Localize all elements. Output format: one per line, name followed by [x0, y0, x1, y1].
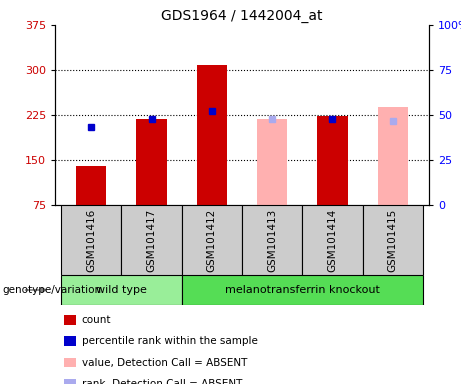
Bar — [182, 275, 423, 305]
Bar — [378, 107, 408, 205]
Text: rank, Detection Call = ABSENT: rank, Detection Call = ABSENT — [82, 379, 242, 384]
Bar — [257, 119, 287, 205]
Bar — [363, 205, 423, 275]
Bar — [121, 205, 182, 275]
Bar — [64, 379, 76, 384]
Bar — [136, 119, 166, 205]
Text: GSM101413: GSM101413 — [267, 209, 277, 271]
Bar — [76, 166, 106, 205]
Bar — [197, 65, 227, 205]
Bar — [64, 358, 76, 367]
Bar — [242, 205, 302, 275]
Text: value, Detection Call = ABSENT: value, Detection Call = ABSENT — [82, 358, 247, 367]
Bar — [61, 205, 121, 275]
Text: wild type: wild type — [96, 285, 147, 295]
Text: GSM101416: GSM101416 — [86, 209, 96, 271]
Text: melanotransferrin knockout: melanotransferrin knockout — [225, 285, 380, 295]
Text: GSM101412: GSM101412 — [207, 209, 217, 271]
Bar — [182, 205, 242, 275]
Text: GSM101417: GSM101417 — [147, 209, 157, 271]
Bar — [318, 116, 348, 205]
Text: GSM101415: GSM101415 — [388, 209, 398, 271]
Text: percentile rank within the sample: percentile rank within the sample — [82, 336, 258, 346]
Bar — [61, 275, 182, 305]
Bar — [64, 315, 76, 325]
Title: GDS1964 / 1442004_at: GDS1964 / 1442004_at — [161, 8, 323, 23]
Text: GSM101414: GSM101414 — [327, 209, 337, 271]
Text: genotype/variation: genotype/variation — [2, 285, 101, 295]
Bar — [302, 205, 363, 275]
Bar — [64, 336, 76, 346]
Text: count: count — [82, 315, 111, 325]
